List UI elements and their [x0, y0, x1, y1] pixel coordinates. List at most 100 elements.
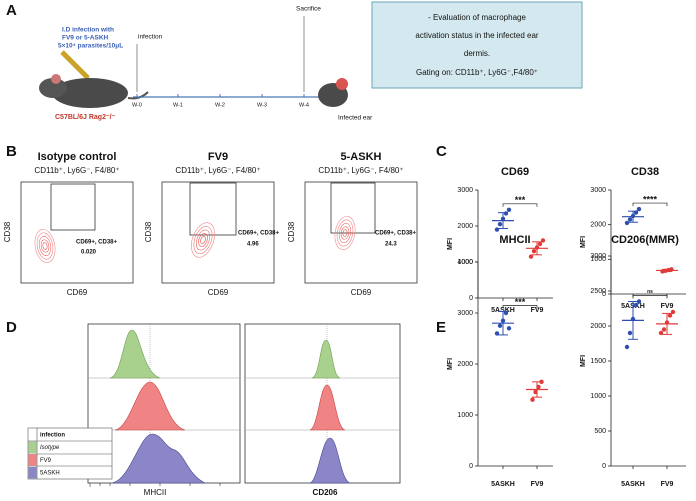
legend-label: 5ASKH	[40, 470, 60, 476]
histogram-stack	[87, 323, 241, 487]
plot-title: 5-ASKH	[341, 151, 382, 163]
data-point	[531, 249, 537, 254]
data-point	[633, 302, 639, 308]
y-tick-label: 0	[469, 463, 473, 470]
y-tick-label: 2000	[457, 361, 473, 368]
legend-title: infection	[40, 433, 65, 439]
info-line: activation status in the infected ear	[415, 31, 539, 40]
x-tick-label: FV9	[531, 307, 544, 314]
significance-bracket	[502, 305, 538, 309]
significance-bracket	[632, 202, 668, 207]
x-tick-label: FV9	[661, 481, 674, 488]
y-axis-label: MFI	[580, 355, 587, 367]
data-point	[661, 327, 667, 332]
significance: ****	[643, 194, 658, 204]
data-point	[627, 217, 633, 222]
gate-value: 24.3	[385, 242, 397, 248]
gate-value: 4.96	[247, 242, 259, 248]
significance: ***	[515, 297, 526, 307]
significance: ***	[515, 195, 526, 205]
x-label: CD206	[313, 488, 338, 497]
data-point	[537, 241, 543, 247]
info-line: Gating on: CD11b⁺, Ly6G⁻,F4/80⁺	[416, 68, 538, 77]
x-tick-label: FV9	[661, 303, 674, 310]
data-point	[506, 207, 512, 212]
panel-label: D	[6, 319, 17, 336]
info-line: dermis.	[464, 49, 490, 58]
significance-bracket	[632, 295, 668, 299]
x-tick-label: 5ASKH	[491, 481, 515, 488]
chart-title: MHCII	[499, 234, 530, 246]
panel-label: E	[436, 319, 446, 336]
gate-label: CD69+, CD38+	[76, 240, 118, 246]
x-label: MHCII	[144, 488, 167, 497]
week-label: W-2	[215, 102, 225, 108]
legend-label: Isotype	[40, 445, 60, 451]
infection-text: 5×10⁴ parasites/10μL	[58, 43, 123, 50]
y-tick-label: 3000	[457, 310, 473, 317]
y-label: CD38	[3, 221, 12, 242]
ear-label: Infected ear	[338, 115, 373, 122]
y-axis-label: MFI	[447, 238, 454, 250]
significance-bracket	[502, 203, 538, 207]
y-axis-label: MFI	[447, 358, 454, 370]
week-label: W-1	[173, 102, 183, 108]
data-point	[627, 330, 633, 336]
strain-label: C57BL/6J Rag2⁻/⁻	[55, 114, 116, 121]
data-point	[503, 211, 509, 216]
panel-label: A	[6, 2, 17, 19]
data-point	[624, 220, 630, 226]
y-label: CD38	[144, 221, 153, 242]
y-tick-label: 1000	[457, 412, 473, 419]
data-point	[624, 344, 630, 350]
flow-plot: 5-ASKH CD11b⁺, Ly6G⁻, F4/80⁺ CD69+, CD38…	[287, 151, 418, 297]
chart-title: CD69	[501, 166, 529, 178]
y-tick-label: 2000	[590, 222, 606, 229]
y-tick-label: 2000	[590, 323, 606, 330]
x-tick-label: 5ASKH	[491, 307, 515, 314]
plot-title: Isotype control	[38, 151, 117, 163]
plot-title: FV9	[208, 151, 228, 163]
significance: ns	[647, 289, 653, 295]
data-point	[497, 323, 503, 328]
panel-d: MHCII CD206 infection	[27, 323, 401, 497]
infection-text: I.D infection with	[62, 27, 114, 34]
mouse-illustration	[39, 74, 149, 108]
info-line: - Evaluation of macrophage	[428, 13, 526, 22]
legend: infection	[27, 427, 113, 480]
y-tick-label: 4000	[457, 259, 473, 266]
legend-swatch	[28, 441, 37, 453]
gate-value: 0.020	[81, 250, 97, 256]
flow-plot: Isotype control CD11b⁺, Ly6G⁻, F4/80⁺ CD…	[3, 151, 134, 297]
data-point	[506, 326, 512, 331]
data-point	[530, 397, 535, 402]
y-tick-label: 0	[469, 295, 473, 302]
gate-label: CD69+, CD38+	[238, 231, 280, 237]
data-point	[528, 254, 534, 259]
mouse-head	[318, 78, 348, 107]
y-tick-label: 1000	[457, 259, 473, 266]
week-label: W-0	[132, 102, 142, 108]
y-tick-label: 3000	[590, 187, 606, 194]
infection-label: infection	[138, 34, 163, 41]
x-tick-label: FV9	[531, 481, 544, 488]
y-tick-label: 1000	[590, 393, 606, 400]
y-tick-label: 0	[602, 463, 606, 470]
histogram-stack	[244, 323, 401, 484]
y-tick-label: 3000	[590, 253, 606, 260]
data-point	[497, 222, 503, 227]
y-tick-label: 1000	[590, 256, 606, 263]
legend-swatch	[28, 454, 37, 466]
legend-swatch	[28, 466, 37, 479]
gate-label: CD69+, CD38+	[375, 231, 417, 237]
x-label: CD69	[351, 288, 372, 297]
panel-b: Isotype control CD11b⁺, Ly6G⁻, F4/80⁺ CD…	[3, 151, 418, 297]
week-label: W-3	[257, 102, 267, 108]
week-label: W-4	[299, 102, 309, 108]
data-point	[636, 299, 642, 304]
y-tick-label: 3000	[457, 187, 473, 194]
data-point	[636, 206, 642, 212]
gating: CD11b⁺, Ly6G⁻, F4/80⁺	[175, 166, 260, 175]
x-label: CD69	[67, 288, 88, 297]
